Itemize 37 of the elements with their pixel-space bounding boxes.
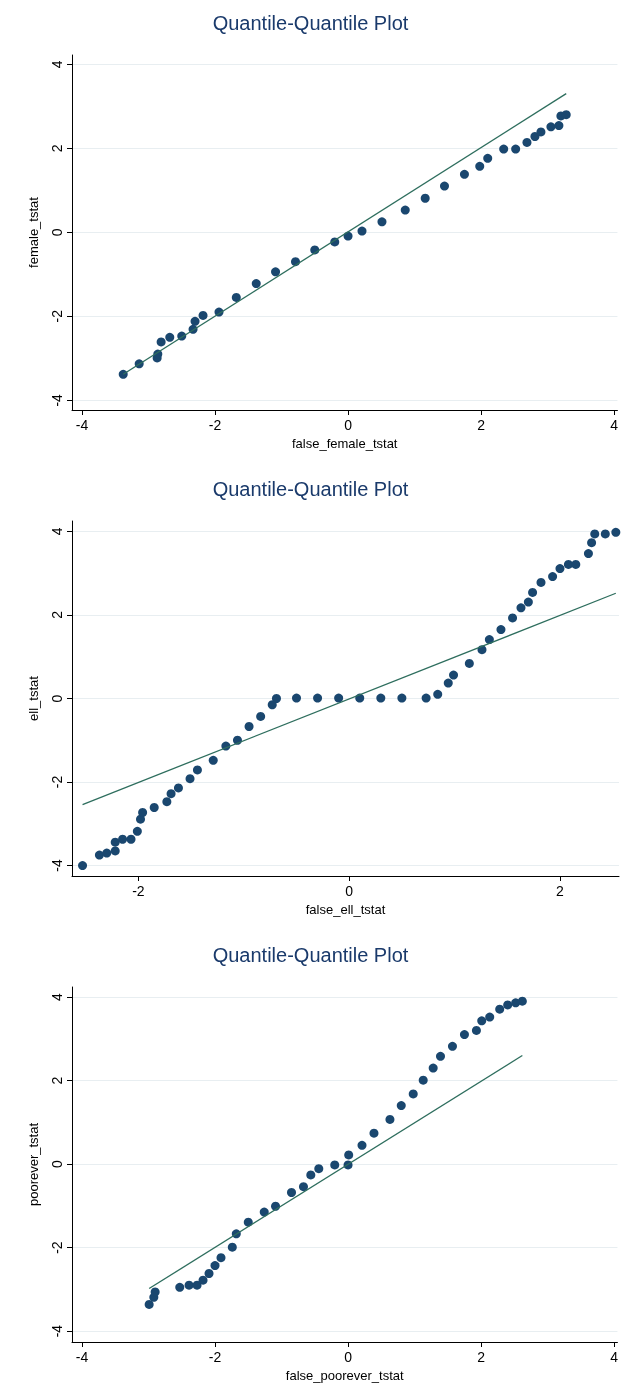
y-axis-title: female_tstat — [26, 196, 41, 268]
chart-title: Quantile-Quantile Plot — [212, 944, 409, 966]
x-tick-label: 0 — [344, 1349, 353, 1365]
x-tick-label: 4 — [610, 417, 619, 433]
y-tick-label: -2 — [49, 309, 65, 323]
x-tick-label: -4 — [75, 1349, 89, 1365]
y-tick-label: 2 — [49, 144, 65, 153]
y-axis-title: ell_tstat — [26, 675, 41, 721]
y-tick-label: 0 — [49, 1159, 65, 1168]
y-tick-label: -2 — [49, 775, 65, 789]
x-tick-label: -2 — [208, 1349, 222, 1365]
y-tick-label: 2 — [49, 1076, 65, 1085]
y-tick-label: 0 — [49, 694, 65, 703]
x-tick-label: -2 — [208, 417, 222, 433]
y-tick-label: -4 — [49, 859, 65, 872]
y-tick-label: 4 — [49, 992, 65, 1001]
x-tick-label: 2 — [477, 417, 486, 433]
x-tick-label: 0 — [345, 883, 354, 899]
x-tick-label: 2 — [477, 1349, 486, 1365]
y-tick-label: 4 — [49, 527, 65, 536]
x-tick-label: 4 — [610, 1349, 619, 1365]
x-tick-label: 2 — [556, 883, 565, 899]
y-tick-label: -4 — [49, 1324, 65, 1338]
x-tick-label: -4 — [75, 417, 89, 433]
x-tick-label: 0 — [344, 417, 353, 433]
x-axis-title: false_female_tstat — [291, 435, 398, 451]
chart-title: Quantile-Quantile Plot — [212, 12, 409, 34]
chart-title: Quantile-Quantile Plot — [212, 478, 409, 500]
y-axis-title: poorever_tstat — [26, 1122, 41, 1207]
y-tick-label: 4 — [49, 60, 65, 69]
y-tick-label: 2 — [49, 610, 65, 619]
x-axis-title: false_poorever_tstat — [285, 1367, 404, 1383]
x-tick-label: -2 — [132, 883, 145, 899]
y-tick-label: -4 — [49, 393, 65, 407]
y-tick-label: -2 — [49, 1241, 65, 1254]
x-axis-title: false_ell_tstat — [305, 901, 386, 917]
y-tick-label: 0 — [49, 228, 65, 237]
